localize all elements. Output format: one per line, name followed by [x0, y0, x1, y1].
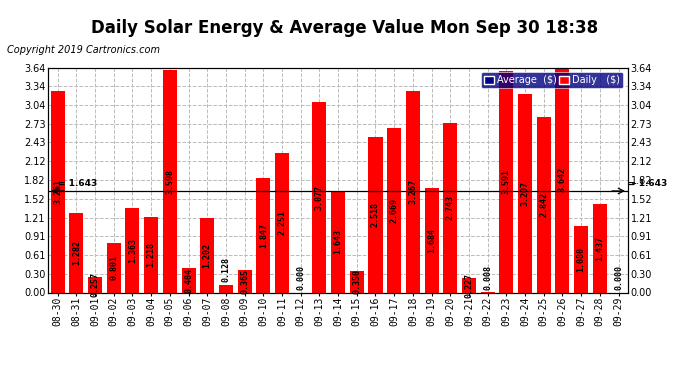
Text: 1.282: 1.282 [72, 240, 81, 266]
Bar [424, 188, 439, 292]
Text: 2.669: 2.669 [390, 198, 399, 222]
Bar [574, 226, 588, 292]
Bar [555, 68, 569, 292]
Text: 1.684: 1.684 [427, 228, 436, 253]
Text: 1.363: 1.363 [128, 238, 137, 263]
Bar [88, 277, 102, 292]
Text: 0.128: 0.128 [221, 257, 230, 282]
Bar [69, 213, 83, 292]
Text: 1.643: 1.643 [333, 229, 343, 254]
Text: 3.077: 3.077 [315, 185, 324, 210]
Bar [443, 123, 457, 292]
Text: 1.202: 1.202 [203, 243, 212, 268]
Text: 0.000: 0.000 [296, 265, 305, 290]
Text: Copyright 2019 Cartronics.com: Copyright 2019 Cartronics.com [7, 45, 160, 55]
Text: 0.404: 0.404 [184, 267, 193, 292]
Bar [50, 91, 65, 292]
Bar [500, 70, 513, 292]
Bar [181, 267, 195, 292]
Bar [462, 279, 476, 292]
Bar [593, 204, 607, 292]
Text: 0.227: 0.227 [464, 273, 473, 298]
Bar [518, 94, 532, 292]
Text: 0.365: 0.365 [240, 269, 249, 294]
Text: 0.000: 0.000 [614, 265, 623, 290]
Text: 3.267: 3.267 [408, 179, 417, 204]
Bar [368, 137, 382, 292]
Bar [256, 178, 270, 292]
Text: 1.847: 1.847 [259, 223, 268, 248]
Text: = 1.643: = 1.643 [628, 179, 667, 188]
Text: 1.437: 1.437 [595, 236, 604, 261]
Text: 2.518: 2.518 [371, 202, 380, 227]
Text: 1.218: 1.218 [147, 242, 156, 267]
Text: 3.598: 3.598 [166, 169, 175, 194]
Legend: Average  ($), Daily   ($): Average ($), Daily ($) [481, 72, 623, 88]
Bar [350, 271, 364, 292]
Text: 3.261: 3.261 [53, 179, 62, 204]
Bar [406, 90, 420, 292]
Text: 0.801: 0.801 [109, 255, 118, 280]
Bar [200, 218, 214, 292]
Bar [219, 285, 233, 292]
Bar [163, 70, 177, 292]
Text: = 1.643: = 1.643 [58, 179, 97, 188]
Text: 3.642: 3.642 [558, 168, 567, 192]
Bar [144, 217, 158, 292]
Bar [107, 243, 121, 292]
Bar [126, 208, 139, 292]
Text: 2.251: 2.251 [277, 210, 286, 236]
Bar [537, 117, 551, 292]
Text: 1.080: 1.080 [577, 247, 586, 272]
Text: 0.350: 0.350 [353, 269, 362, 294]
Text: 3.207: 3.207 [520, 181, 529, 206]
Bar [331, 191, 345, 292]
Text: 2.743: 2.743 [446, 195, 455, 220]
Text: 2.842: 2.842 [540, 192, 549, 217]
Text: 3.591: 3.591 [502, 169, 511, 194]
Bar [387, 128, 401, 292]
Bar [313, 102, 326, 292]
Bar [237, 270, 252, 292]
Text: Daily Solar Energy & Average Value Mon Sep 30 18:38: Daily Solar Energy & Average Value Mon S… [92, 19, 598, 37]
Bar [275, 153, 289, 292]
Text: 0.008: 0.008 [483, 264, 492, 290]
Text: 0.257: 0.257 [90, 272, 99, 297]
